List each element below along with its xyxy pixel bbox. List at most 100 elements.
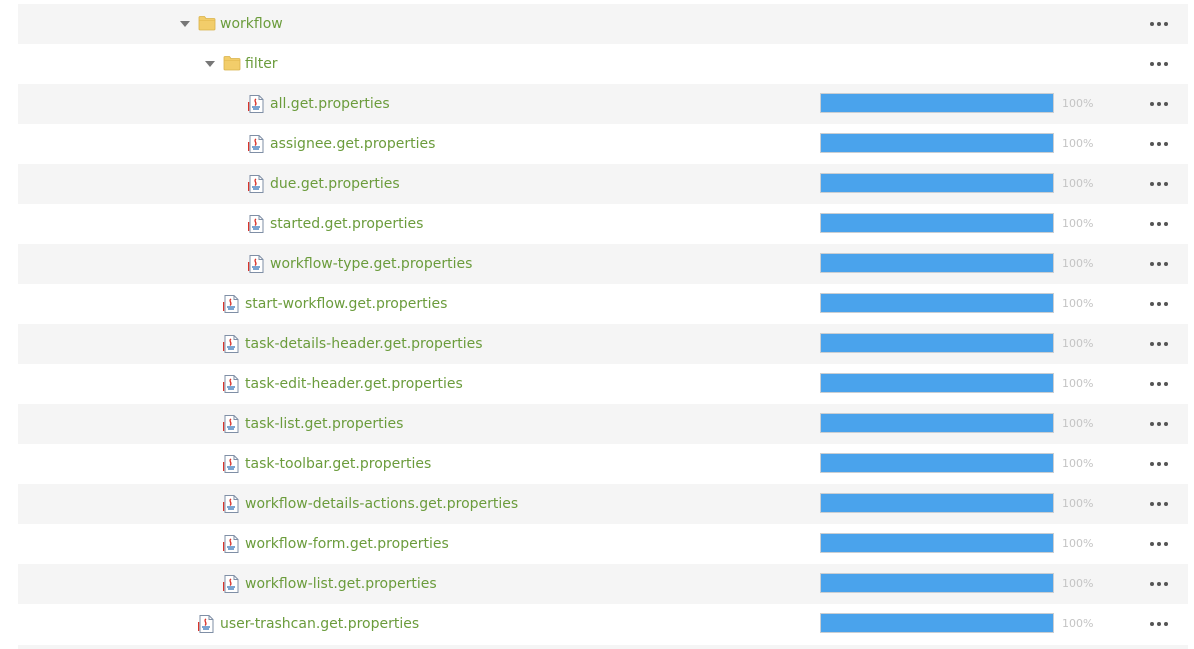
file-row[interactable]: task-list.get.properties 100%: [18, 404, 1188, 444]
progress-percent: 100%: [1062, 137, 1094, 150]
file-name[interactable]: all.get.properties: [270, 96, 390, 112]
progress-bar-fill: [821, 574, 1053, 592]
more-actions-icon[interactable]: [1148, 416, 1170, 432]
more-actions-icon[interactable]: [1148, 256, 1170, 272]
progress-percent: 100%: [1062, 297, 1094, 310]
progress-bar: [820, 453, 1054, 473]
progress-bar-fill: [821, 614, 1053, 632]
properties-file-icon: [198, 615, 214, 633]
caret-down-icon[interactable]: [203, 57, 217, 71]
progress-percent: 100%: [1062, 177, 1094, 190]
file-row[interactable]: due.get.properties 100%: [18, 164, 1188, 204]
properties-file-icon: [223, 575, 239, 593]
caret-down-icon[interactable]: [178, 17, 192, 31]
more-actions-icon[interactable]: [1148, 576, 1170, 592]
more-actions-icon[interactable]: [1148, 216, 1170, 232]
folder-name[interactable]: filter: [245, 56, 278, 72]
properties-file-icon: [223, 535, 239, 553]
file-name[interactable]: workflow-form.get.properties: [245, 536, 449, 552]
more-actions-icon[interactable]: [1148, 296, 1170, 312]
folder-name[interactable]: workflow: [220, 16, 283, 32]
file-name[interactable]: due.get.properties: [270, 176, 400, 192]
file-tree: workflow filter all.get.properties 100% assi…: [18, 4, 1188, 649]
folder-row[interactable]: workflow: [18, 4, 1188, 44]
progress-percent: 100%: [1062, 497, 1094, 510]
file-row[interactable]: workflow-type.get.properties 100%: [18, 244, 1188, 284]
file-name[interactable]: workflow-type.get.properties: [270, 256, 473, 272]
progress-percent: 100%: [1062, 217, 1094, 230]
file-row[interactable]: task-details-header.get.properties 100%: [18, 324, 1188, 364]
progress-bar: [820, 93, 1054, 113]
properties-file-icon: [223, 415, 239, 433]
progress-bar: [820, 133, 1054, 153]
properties-file-icon: [223, 335, 239, 353]
file-row[interactable]: task-edit-header.get.properties 100%: [18, 364, 1188, 404]
file-row[interactable]: workflow-details-actions.get.properties 1…: [18, 484, 1188, 524]
progress-percent: 100%: [1062, 577, 1094, 590]
file-row[interactable]: all.get.properties 100%: [18, 84, 1188, 124]
properties-file-icon: [248, 255, 264, 273]
progress-bar: [820, 533, 1054, 553]
progress-bar: [820, 333, 1054, 353]
progress-bar: [820, 253, 1054, 273]
more-actions-icon[interactable]: [1148, 496, 1170, 512]
file-name[interactable]: workflow-list.get.properties: [245, 576, 437, 592]
properties-file-icon: [223, 495, 239, 513]
more-actions-icon[interactable]: [1148, 176, 1170, 192]
more-actions-icon[interactable]: [1148, 136, 1170, 152]
folder-row[interactable]: filter: [18, 44, 1188, 84]
file-row[interactable]: user-trashcan.get.properties 100%: [18, 604, 1188, 645]
file-name[interactable]: task-toolbar.get.properties: [245, 456, 432, 472]
progress-percent: 100%: [1062, 337, 1094, 350]
progress-bar-fill: [821, 294, 1053, 312]
folder-icon: [198, 15, 216, 31]
progress-bar: [820, 493, 1054, 513]
progress-percent: 100%: [1062, 457, 1094, 470]
progress-bar-fill: [821, 134, 1053, 152]
file-row[interactable]: workflow-form.get.properties 100%: [18, 524, 1188, 564]
progress-bar: [820, 373, 1054, 393]
more-actions-icon[interactable]: [1148, 536, 1170, 552]
more-actions-icon[interactable]: [1148, 376, 1170, 392]
more-actions-icon[interactable]: [1148, 456, 1170, 472]
file-name[interactable]: task-edit-header.get.properties: [245, 376, 463, 392]
file-name[interactable]: workflow-details-actions.get.properties: [245, 496, 519, 512]
progress-bar-fill: [821, 534, 1053, 552]
properties-file-icon: [248, 135, 264, 153]
file-name[interactable]: user-trashcan.get.properties: [220, 616, 420, 632]
progress-bar-fill: [821, 334, 1053, 352]
more-actions-icon[interactable]: [1148, 16, 1170, 32]
properties-file-icon: [248, 215, 264, 233]
progress-bar-fill: [821, 214, 1053, 232]
more-actions-icon[interactable]: [1148, 616, 1170, 632]
progress-percent: 100%: [1062, 257, 1094, 270]
progress-bar-fill: [821, 494, 1053, 512]
file-row[interactable]: started.get.properties 100%: [18, 204, 1188, 244]
progress-bar: [820, 613, 1054, 633]
file-name[interactable]: task-details-header.get.properties: [245, 336, 483, 352]
progress-percent: 100%: [1062, 617, 1094, 630]
file-row[interactable]: start-workflow.get.properties 100%: [18, 284, 1188, 324]
properties-file-icon: [248, 95, 264, 113]
properties-file-icon: [223, 375, 239, 393]
file-name[interactable]: started.get.properties: [270, 216, 424, 232]
properties-file-icon: [248, 175, 264, 193]
more-actions-icon[interactable]: [1148, 56, 1170, 72]
file-row[interactable]: assignee.get.properties 100%: [18, 124, 1188, 164]
progress-bar-fill: [821, 414, 1053, 432]
properties-file-icon: [223, 295, 239, 313]
file-name[interactable]: task-list.get.properties: [245, 416, 404, 432]
progress-bar: [820, 413, 1054, 433]
progress-bar-fill: [821, 254, 1053, 272]
more-actions-icon[interactable]: [1148, 336, 1170, 352]
next-row-edge: [18, 645, 1188, 649]
file-row[interactable]: workflow-list.get.properties 100%: [18, 564, 1188, 604]
folder-icon: [223, 55, 241, 71]
progress-bar: [820, 573, 1054, 593]
progress-percent: 100%: [1062, 97, 1094, 110]
file-name[interactable]: start-workflow.get.properties: [245, 296, 448, 312]
more-actions-icon[interactable]: [1148, 96, 1170, 112]
properties-file-icon: [223, 455, 239, 473]
file-name[interactable]: assignee.get.properties: [270, 136, 436, 152]
file-row[interactable]: task-toolbar.get.properties 100%: [18, 444, 1188, 484]
